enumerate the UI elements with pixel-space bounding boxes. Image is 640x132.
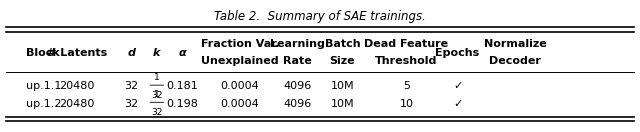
Text: 32: 32: [151, 108, 163, 117]
Text: α: α: [179, 48, 186, 58]
Text: up.1.1: up.1.1: [26, 81, 61, 91]
Text: Rate: Rate: [284, 56, 312, 66]
Text: 0.181: 0.181: [166, 81, 198, 91]
Text: Block: Block: [26, 48, 60, 58]
Text: Fraction Var.: Fraction Var.: [201, 39, 279, 49]
Text: Batch: Batch: [324, 39, 360, 49]
Text: 20480: 20480: [59, 81, 95, 91]
Text: Unexplained: Unexplained: [201, 56, 279, 66]
Text: 0.0004: 0.0004: [221, 99, 259, 109]
Text: 4096: 4096: [284, 99, 312, 109]
Text: 20480: 20480: [59, 99, 95, 109]
Text: d: d: [127, 48, 135, 58]
Text: 5: 5: [403, 81, 410, 91]
Text: 1: 1: [154, 73, 159, 82]
Text: 32: 32: [124, 99, 138, 109]
Text: Threshold: Threshold: [375, 56, 438, 66]
Text: 10: 10: [399, 99, 413, 109]
Text: ✓: ✓: [453, 81, 462, 91]
Text: Normalize: Normalize: [484, 39, 547, 49]
Text: Dead Feature: Dead Feature: [364, 39, 449, 49]
Text: Table 2.  Summary of SAE trainings.: Table 2. Summary of SAE trainings.: [214, 10, 426, 23]
Text: Learning: Learning: [270, 39, 325, 49]
Text: up.1.2: up.1.2: [26, 99, 61, 109]
Text: 10M: 10M: [331, 99, 354, 109]
Text: 0.0004: 0.0004: [221, 81, 259, 91]
Text: 32: 32: [151, 91, 163, 100]
Text: Size: Size: [330, 56, 355, 66]
Text: ✓: ✓: [453, 99, 462, 109]
Text: k: k: [153, 48, 161, 58]
Text: Epochs: Epochs: [435, 48, 480, 58]
Text: 1: 1: [154, 90, 159, 99]
Text: 32: 32: [124, 81, 138, 91]
Text: # Latents: # Latents: [47, 48, 107, 58]
Text: 4096: 4096: [284, 81, 312, 91]
Text: 10M: 10M: [331, 81, 354, 91]
Text: 0.198: 0.198: [166, 99, 198, 109]
Text: Decoder: Decoder: [489, 56, 541, 66]
